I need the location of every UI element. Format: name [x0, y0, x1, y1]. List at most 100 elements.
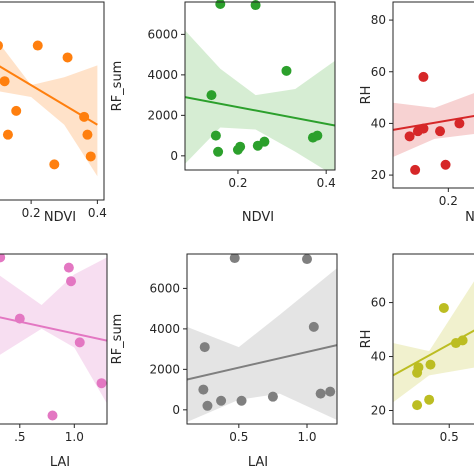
p6-ylabel: RH [359, 330, 374, 349]
p1-point-2 [11, 105, 22, 116]
p2-frame [184, 1, 336, 171]
p3-point-7 [454, 118, 465, 129]
p1-point-5 [79, 111, 90, 122]
p3-xlabel: N [465, 210, 474, 225]
p5-xtick-label-0: 0.5 [229, 430, 248, 444]
p6-xtick-label-0: 0.5 [440, 430, 459, 444]
p2-point-0 [215, 0, 226, 10]
p5-ytick-label-3: 6000 [149, 281, 180, 295]
p5-point-5 [202, 400, 213, 411]
p3-ticks: 0.2 20 40 60 80 [371, 13, 458, 208]
p3-point-0 [418, 71, 429, 82]
panel-lai-rh: 0.5 20 40 60 RH [359, 253, 474, 444]
p4-point-2 [63, 262, 74, 273]
p6-ticks: 0.5 20 40 60 [371, 296, 459, 444]
p6-plot [393, 281, 474, 411]
p4-point-4 [74, 337, 85, 348]
p2-ytick-label-2: 4000 [147, 68, 178, 82]
p1-point-1 [0, 76, 10, 87]
p5-points [198, 254, 336, 411]
p5-frame [186, 253, 338, 425]
p6-point-1 [412, 367, 423, 378]
panel-ndvi-1: 0.2 0.4 NDVI [0, 1, 107, 225]
p5-point-4 [198, 384, 209, 395]
p6-point-7 [457, 335, 468, 346]
p4-point-1 [14, 313, 25, 324]
p5-point-10 [325, 386, 336, 397]
p5-xtick-label-1: 1.0 [297, 430, 316, 444]
p2-point-7 [235, 141, 246, 152]
p6-point-5 [424, 394, 435, 405]
p1-point-8 [49, 159, 60, 170]
p1-xtick-label-0: 0.2 [22, 206, 41, 220]
p3-ci-band [393, 93, 474, 157]
p1-frame [0, 1, 105, 201]
p1-ticks: 0.2 0.4 [22, 200, 107, 220]
p1-points [0, 40, 96, 170]
p5-ylabel: RF_sum [110, 314, 125, 365]
p4-points [0, 254, 107, 421]
p5-fit-line [187, 344, 337, 381]
p5-xlabel: LAI [248, 455, 268, 470]
p5-point-3 [199, 342, 210, 353]
p5-point-2 [308, 321, 319, 332]
p2-ytick-label-3: 6000 [147, 27, 178, 41]
p4-point-6 [47, 410, 58, 421]
p2-ticks: 0.2 0.4 0 2000 4000 6000 [147, 27, 335, 190]
p5-point-9 [315, 388, 326, 399]
p3-ytick-label-3: 80 [371, 13, 386, 27]
panel-ndvi-rh: 0.2 20 40 60 80 N RH [359, 1, 474, 225]
p1-plot [0, 40, 98, 177]
p1-point-4 [62, 52, 73, 63]
p1-point-0 [0, 40, 3, 51]
p5-point-7 [236, 395, 247, 406]
p5-point-6 [216, 395, 227, 406]
p3-point-4 [435, 126, 446, 137]
p6-point-3 [438, 302, 449, 313]
p2-ytick-label-1: 2000 [147, 108, 178, 122]
p5-plot [187, 254, 337, 422]
p4-point-3 [66, 276, 77, 287]
p5-ci-band [187, 268, 337, 422]
p5-ticks: 0.5 1.0 0 2000 4000 6000 [149, 281, 316, 444]
p3-ytick-label-1: 40 [371, 116, 386, 130]
p2-points [206, 0, 323, 157]
panel-ndvi-rf-sum: 0.2 0.4 0 2000 4000 6000 NDVI RF_sum [110, 0, 336, 225]
p2-point-4 [210, 130, 221, 141]
p3-point-1 [404, 131, 415, 142]
p4-xlabel: LAI [50, 455, 70, 470]
p6-ytick-label-2: 60 [371, 296, 386, 310]
p2-ylabel: RF_sum [110, 61, 125, 112]
p5-point-1 [302, 254, 312, 265]
p3-ytick-label-0: 20 [371, 168, 386, 182]
p3-plot [393, 71, 474, 175]
p4-xtick-label-0: .5 [14, 430, 25, 444]
p2-xtick-label-0: 0.2 [228, 176, 247, 190]
p1-point-6 [82, 129, 93, 140]
p4-point-0 [0, 254, 6, 263]
p3-ylabel: RH [359, 86, 374, 105]
panel-lai-rf-sum: 0.5 1.0 0 2000 4000 6000 LAI RF_sum [110, 253, 338, 470]
panel-lai-1: .5 1.0 LAI [0, 253, 108, 470]
p1-xtick-label-1: 0.4 [88, 206, 107, 220]
p2-ci-band [185, 30, 335, 170]
p4-ci-band [0, 257, 107, 404]
p5-ytick-label-1: 2000 [149, 362, 180, 376]
p4-plot [0, 254, 107, 421]
p6-point-2 [425, 359, 436, 370]
p1-xlabel: NDVI [44, 210, 76, 225]
p6-frame [392, 253, 474, 425]
p4-point-5 [96, 378, 107, 389]
p3-ytick-label-2: 60 [371, 65, 386, 79]
p6-points [412, 302, 468, 411]
p6-ytick-label-0: 20 [371, 404, 386, 418]
p1-point-7 [2, 129, 13, 140]
p4-frame [0, 253, 108, 425]
p2-point-2 [281, 65, 292, 76]
p2-point-5 [213, 146, 224, 157]
p1-point-9 [85, 151, 96, 162]
p3-point-3 [418, 123, 429, 134]
p6-point-6 [412, 400, 423, 411]
p2-fit-line [185, 96, 335, 127]
